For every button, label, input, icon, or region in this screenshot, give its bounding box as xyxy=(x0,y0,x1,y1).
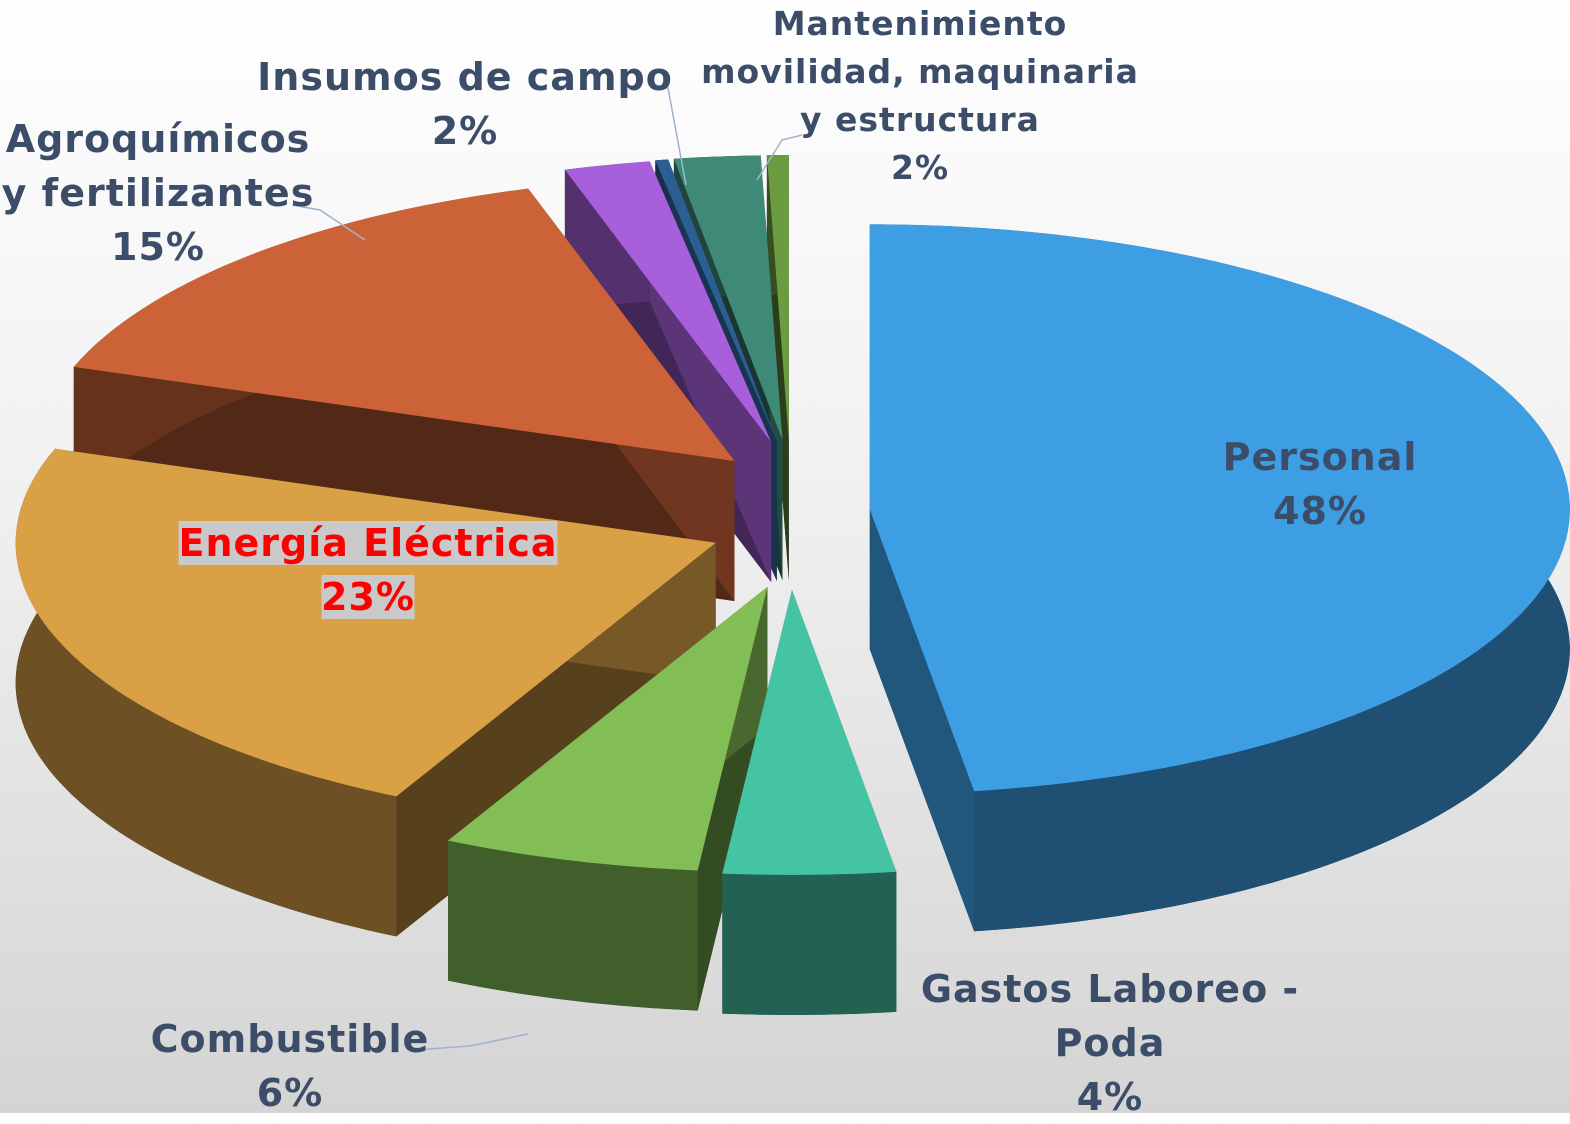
category-label: Gastos Laboreo - Poda xyxy=(920,967,1300,1065)
slice-label: Mantenimiento movilidad, maquinaria y es… xyxy=(701,0,1139,192)
leader-line xyxy=(651,83,687,186)
leader-line xyxy=(414,1033,529,1051)
value-label: 2% xyxy=(431,109,499,153)
slice xyxy=(869,224,1570,932)
slice-label: Energía Eléctrica 23% xyxy=(178,516,558,624)
slice-wall xyxy=(15,448,397,937)
category-label: Combustible xyxy=(150,1017,430,1061)
category-label: Personal xyxy=(1222,435,1418,479)
slice-top xyxy=(448,586,768,871)
slice xyxy=(448,586,768,1011)
slice-wall xyxy=(448,840,698,1011)
value-label: 23% xyxy=(321,575,415,619)
value-label: 48% xyxy=(1273,489,1367,533)
slice-label: Insumos de campo 2% xyxy=(257,50,673,158)
category-label: Insumos de campo xyxy=(257,55,673,99)
value-label: 2% xyxy=(890,148,950,187)
slice-top xyxy=(869,224,1570,792)
slice-label: Gastos Laboreo - Poda 4% xyxy=(921,962,1299,1124)
slice-top xyxy=(655,159,777,441)
slice-top xyxy=(766,155,789,440)
slice xyxy=(722,590,897,1015)
leader-line xyxy=(291,204,366,241)
value-label: 4% xyxy=(1076,1075,1144,1119)
category-label: Agroquímicos y fertilizantes xyxy=(1,117,315,215)
slice-top xyxy=(564,161,772,443)
slice-top xyxy=(73,188,735,461)
slice-label: Combustible 6% xyxy=(151,1012,430,1120)
slice-side xyxy=(869,509,975,932)
slice-wall xyxy=(722,871,897,1015)
value-label: 6% xyxy=(256,1071,324,1115)
slice-top xyxy=(673,155,783,441)
slice-label: Personal 48% xyxy=(1223,430,1418,538)
pie xyxy=(15,155,1570,1015)
category-label: Energía Eléctrica xyxy=(178,521,558,565)
leader-line xyxy=(756,134,803,181)
value-label: 15% xyxy=(111,225,205,269)
leader-lines xyxy=(291,83,803,1051)
category-label: Mantenimiento movilidad, maquinaria y es… xyxy=(701,4,1139,139)
slice-top xyxy=(722,590,897,875)
slice-label: Agroquímicos y fertilizantes 15% xyxy=(2,112,315,274)
